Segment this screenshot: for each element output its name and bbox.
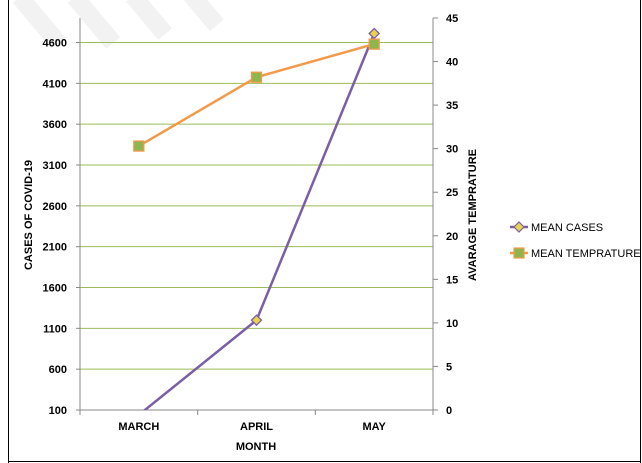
- x-axis-title: MONTH: [236, 441, 276, 453]
- y2-tick-label: 20: [446, 231, 458, 243]
- y-tick-label: 600: [49, 364, 67, 376]
- frame-border-bottom: [8, 461, 641, 462]
- y-axis-title: CASES OF COVID-19: [23, 160, 35, 270]
- data-point-mean-temprature: [250, 71, 263, 83]
- legend-item-mean-cases: MEAN CASES: [510, 221, 603, 234]
- y-tick-label: 3600: [43, 119, 67, 131]
- y2-tick-label: 0: [446, 405, 452, 417]
- series: [133, 27, 381, 410]
- data-point-mean-temprature: [368, 38, 380, 50]
- data-point-mean-cases: [250, 314, 263, 327]
- series-line-mean-cases: [142, 33, 376, 410]
- y2-tick-label: 45: [446, 13, 458, 25]
- legend-marker-square: [513, 247, 525, 259]
- axis-ticks: 100 600 1100 1600 2100 2600 3100 3600 4100 4600 0 5…: [43, 13, 459, 433]
- legend-marker-diamond: [513, 221, 525, 233]
- y-tick-label: 4600: [43, 38, 67, 50]
- legend: MEAN CASES MEAN TEMPRATURE: [510, 221, 641, 260]
- frame-border-left: [8, 0, 9, 463]
- y2-tick-label: 15: [446, 274, 458, 286]
- y-tick-label: 1100: [43, 323, 67, 335]
- y2-tick-label: 5: [446, 361, 452, 373]
- y-tick-label: 1600: [43, 283, 67, 295]
- y-tick-label: 2100: [43, 242, 67, 254]
- legend-label-mean-temprature: MEAN TEMPRATURE: [531, 248, 641, 260]
- series-line-mean-temprature: [138, 42, 375, 148]
- legend-item-mean-temprature: MEAN TEMPRATURE: [510, 247, 641, 260]
- y2-tick-label: 35: [446, 100, 458, 112]
- frame-border-right: [640, 0, 641, 463]
- x-tick-label: APRIL: [240, 421, 273, 433]
- x-tick-label: MAY: [362, 421, 386, 433]
- data-point-mean-cases: [368, 27, 381, 40]
- legend-label-mean-cases: MEAN CASES: [531, 222, 603, 234]
- x-tick-label: MARCH: [118, 421, 159, 433]
- y-tick-label: 3100: [43, 160, 67, 172]
- y2-tick-label: 25: [446, 187, 458, 199]
- y-tick-label: 100: [49, 405, 67, 417]
- y2-tick-label: 40: [446, 57, 458, 69]
- y-tick-label: 4100: [43, 78, 67, 90]
- y2-tick-label: 30: [446, 144, 458, 156]
- y2-axis-title: AVARAGE TEMPRATURE: [467, 149, 479, 281]
- y2-tick-label: 10: [446, 318, 458, 330]
- y-tick-label: 2600: [43, 201, 67, 213]
- data-point-mean-temprature: [133, 140, 145, 152]
